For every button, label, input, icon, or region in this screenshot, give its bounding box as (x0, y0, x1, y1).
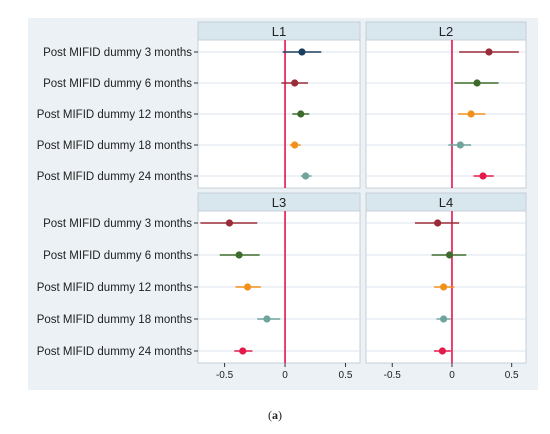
panel-l2: L2 (365, 21, 527, 189)
panel-l1: L1 (197, 21, 361, 189)
point-estimate (445, 251, 454, 259)
panel-frame (197, 192, 361, 364)
row-label: Post MIFID dummy 18 months (37, 314, 193, 326)
caption-close-paren: ) (278, 408, 282, 422)
x-axis-ticks: -0.5 0 0.5 -0.5 0 0.5 (216, 363, 519, 381)
point-estimate (298, 48, 306, 56)
point-estimate (225, 219, 234, 227)
row-label: Post MIFID dummy 24 months (37, 171, 193, 183)
panel-l4: L4 (365, 192, 527, 364)
panel-strip (197, 21, 361, 41)
point-estimate (301, 172, 310, 180)
point-estimate (434, 219, 442, 227)
row-label: Post MIFID dummy 3 months (43, 218, 192, 230)
point-estimate (473, 79, 481, 87)
x-tick-label: -0.5 (384, 370, 402, 381)
x-tick-label: 0.5 (505, 370, 519, 381)
x-tick-label: 0 (449, 370, 455, 381)
point-estimate (456, 141, 464, 149)
point-estimate (291, 141, 299, 149)
row-labels-bottom: Post MIFID dummy 3 months Post MIFID dumm… (37, 218, 198, 358)
point-estimate (485, 48, 493, 56)
x-tick-label: -0.5 (216, 370, 234, 381)
panel-title: L3 (272, 195, 286, 210)
row-label: Post MIFID dummy 3 months (43, 47, 192, 59)
point-estimate (243, 283, 252, 291)
caption-open-paren: ( (268, 408, 272, 422)
panel-frame (197, 21, 361, 189)
point-estimate (467, 110, 475, 118)
panel-strip (197, 192, 361, 212)
point-estimate (440, 283, 448, 291)
row-label: Post MIFID dummy 6 months (43, 78, 192, 90)
panel-title: L2 (439, 24, 453, 39)
x-tick-label: 0 (282, 370, 288, 381)
row-label: Post MIFID dummy 24 months (37, 346, 193, 358)
panel-frame (365, 21, 527, 189)
point-estimate (479, 172, 487, 180)
point-estimate (438, 347, 447, 355)
row-label: Post MIFID dummy 18 months (37, 140, 193, 152)
row-label: Post MIFID dummy 6 months (43, 250, 192, 262)
point-estimate (235, 251, 243, 259)
panel-strip (365, 192, 527, 212)
point-estimate (291, 79, 299, 87)
panel-strip (365, 21, 527, 41)
point-estimate (263, 315, 271, 323)
panels-layer: L1 L2 L3 L4 (197, 21, 527, 364)
figure-caption: (a) (0, 408, 550, 423)
x-tick-label: 0.5 (339, 370, 353, 381)
point-estimate (440, 315, 448, 323)
panel-frame (365, 192, 527, 364)
point-estimate (239, 347, 247, 355)
row-label: Post MIFID dummy 12 months (37, 282, 193, 294)
point-estimate (297, 110, 305, 118)
caption-label: a (272, 408, 278, 422)
row-label: Post MIFID dummy 12 months (37, 109, 193, 121)
panel-l3: L3 (197, 192, 361, 364)
row-labels-top: Post MIFID dummy 3 months Post MIFID dumm… (37, 47, 198, 183)
panel-title: L1 (272, 24, 286, 39)
panel-title: L4 (439, 195, 453, 210)
